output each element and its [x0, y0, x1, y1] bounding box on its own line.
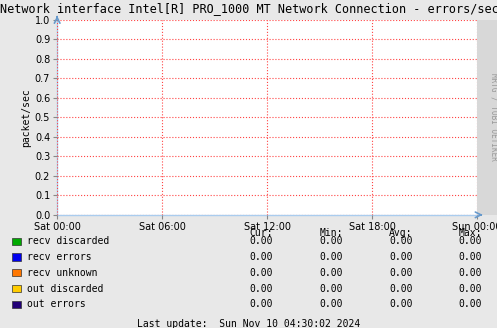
Text: 0.00: 0.00 [389, 299, 413, 309]
Text: 0.00: 0.00 [459, 268, 482, 278]
Text: Max:: Max: [459, 228, 482, 238]
Text: 0.00: 0.00 [459, 252, 482, 262]
Text: 0.00: 0.00 [250, 299, 273, 309]
Text: out discarded: out discarded [27, 284, 104, 294]
Text: Cur:: Cur: [250, 228, 273, 238]
Text: 0.00: 0.00 [250, 284, 273, 294]
Text: 0.00: 0.00 [459, 299, 482, 309]
Text: 0.00: 0.00 [250, 268, 273, 278]
Text: 0.00: 0.00 [389, 252, 413, 262]
Text: 0.00: 0.00 [389, 284, 413, 294]
Text: MRTG / TOBI OETIKER: MRTG / TOBI OETIKER [489, 73, 497, 161]
Text: 0.00: 0.00 [320, 252, 343, 262]
Text: recv discarded: recv discarded [27, 236, 109, 246]
Text: 0.00: 0.00 [389, 268, 413, 278]
Text: 0.00: 0.00 [320, 299, 343, 309]
Y-axis label: packet/sec: packet/sec [21, 88, 31, 147]
Text: recv errors: recv errors [27, 252, 92, 262]
Text: 0.00: 0.00 [250, 236, 273, 246]
Text: 0.00: 0.00 [459, 236, 482, 246]
Text: Network interface Intel[R] PRO_1000 MT Network Connection - errors/sec - by da: Network interface Intel[R] PRO_1000 MT N… [0, 3, 497, 16]
Text: out errors: out errors [27, 299, 86, 309]
Text: recv unknown: recv unknown [27, 268, 98, 278]
Text: 0.00: 0.00 [459, 284, 482, 294]
Text: Min:: Min: [320, 228, 343, 238]
Text: 0.00: 0.00 [320, 236, 343, 246]
Text: 0.00: 0.00 [389, 236, 413, 246]
Text: Avg:: Avg: [389, 228, 413, 238]
Text: 0.00: 0.00 [250, 252, 273, 262]
Text: 0.00: 0.00 [320, 284, 343, 294]
Text: 0.00: 0.00 [320, 268, 343, 278]
Text: Last update:  Sun Nov 10 04:30:02 2024: Last update: Sun Nov 10 04:30:02 2024 [137, 319, 360, 328]
